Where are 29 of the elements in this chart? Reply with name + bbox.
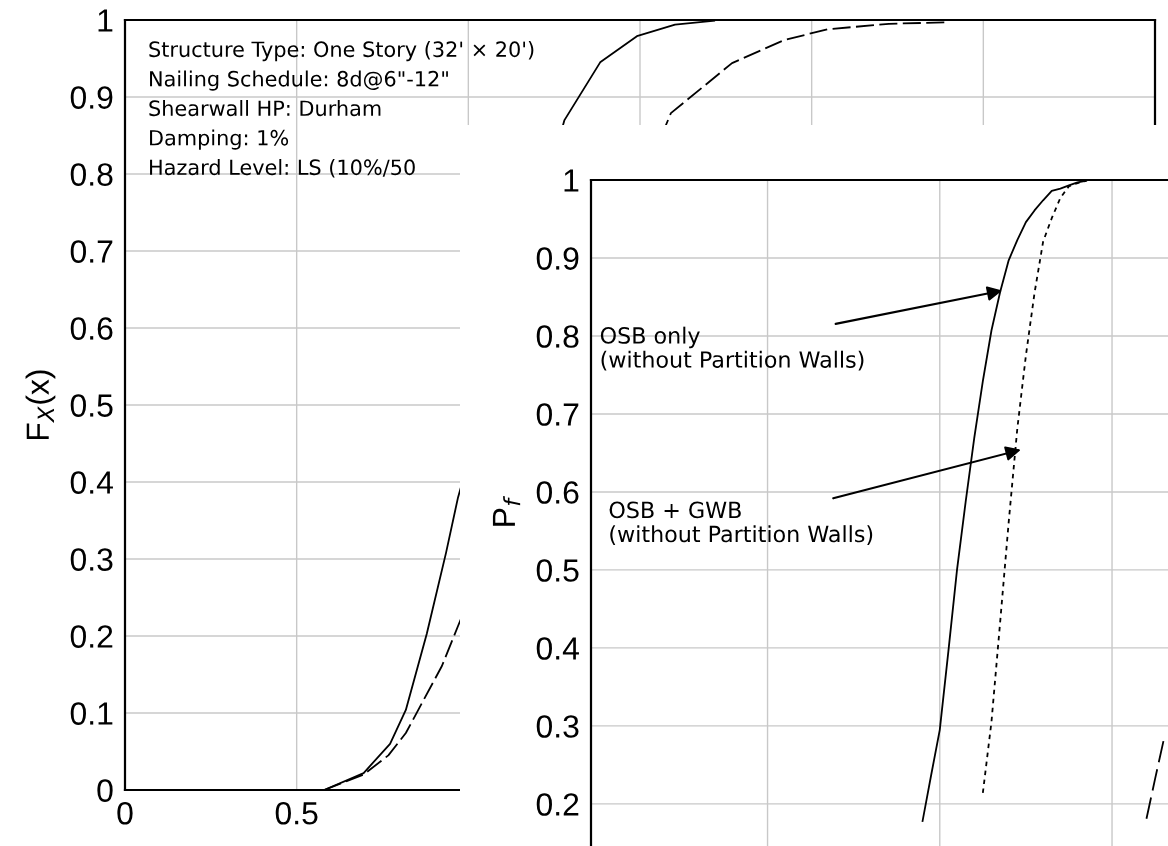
y-tick-label: 0.4 xyxy=(70,471,113,494)
y-tick-label: 0 xyxy=(97,779,113,802)
y-tick-label: 0.9 xyxy=(70,86,113,109)
annotation: Shearwall HP: Durham xyxy=(149,100,381,117)
y-tick-label: 0.8 xyxy=(536,325,579,348)
y-tick-label: 0.8 xyxy=(70,163,113,186)
y-tick-label: 1 xyxy=(98,9,113,32)
y-tick-label: 1 xyxy=(564,169,579,192)
annotation: Nailing Schedule: 8d@6"-12" xyxy=(150,70,448,91)
y-tick-label: 0.3 xyxy=(536,715,579,738)
annotation: Structure Type: One Story (32' × 20') xyxy=(149,41,534,62)
y-tick-label: 0.3 xyxy=(70,548,113,571)
y-axis-title: F$_{X}$(x) xyxy=(25,370,56,440)
y-tick-label: 0.7 xyxy=(70,240,113,263)
y-tick-label: 0.9 xyxy=(536,247,579,270)
y-tick-label: 0.2 xyxy=(536,793,579,816)
y-tick-label: 0.2 xyxy=(70,625,113,648)
y-tick-label: 0.5 xyxy=(536,559,579,582)
y-tick-label: 0.1 xyxy=(70,702,113,725)
y-tick-label: 0.6 xyxy=(70,317,113,340)
y-tick-label: 0.5 xyxy=(70,394,113,417)
annotation: Damping: 1% xyxy=(150,129,289,150)
annotation: OSB only (without Partition Walls) xyxy=(600,326,864,371)
annotation: Hazard Level: LS (10%/50 xyxy=(150,159,415,178)
y-axis-title: P$_{f}$ xyxy=(492,496,521,526)
annotation: OSB + GWB (without Partition Walls) xyxy=(609,501,873,545)
y-tick-label: 0.7 xyxy=(536,403,579,426)
y-tick-label: 0.6 xyxy=(536,481,579,504)
y-tick-label: 0.4 xyxy=(536,637,579,660)
